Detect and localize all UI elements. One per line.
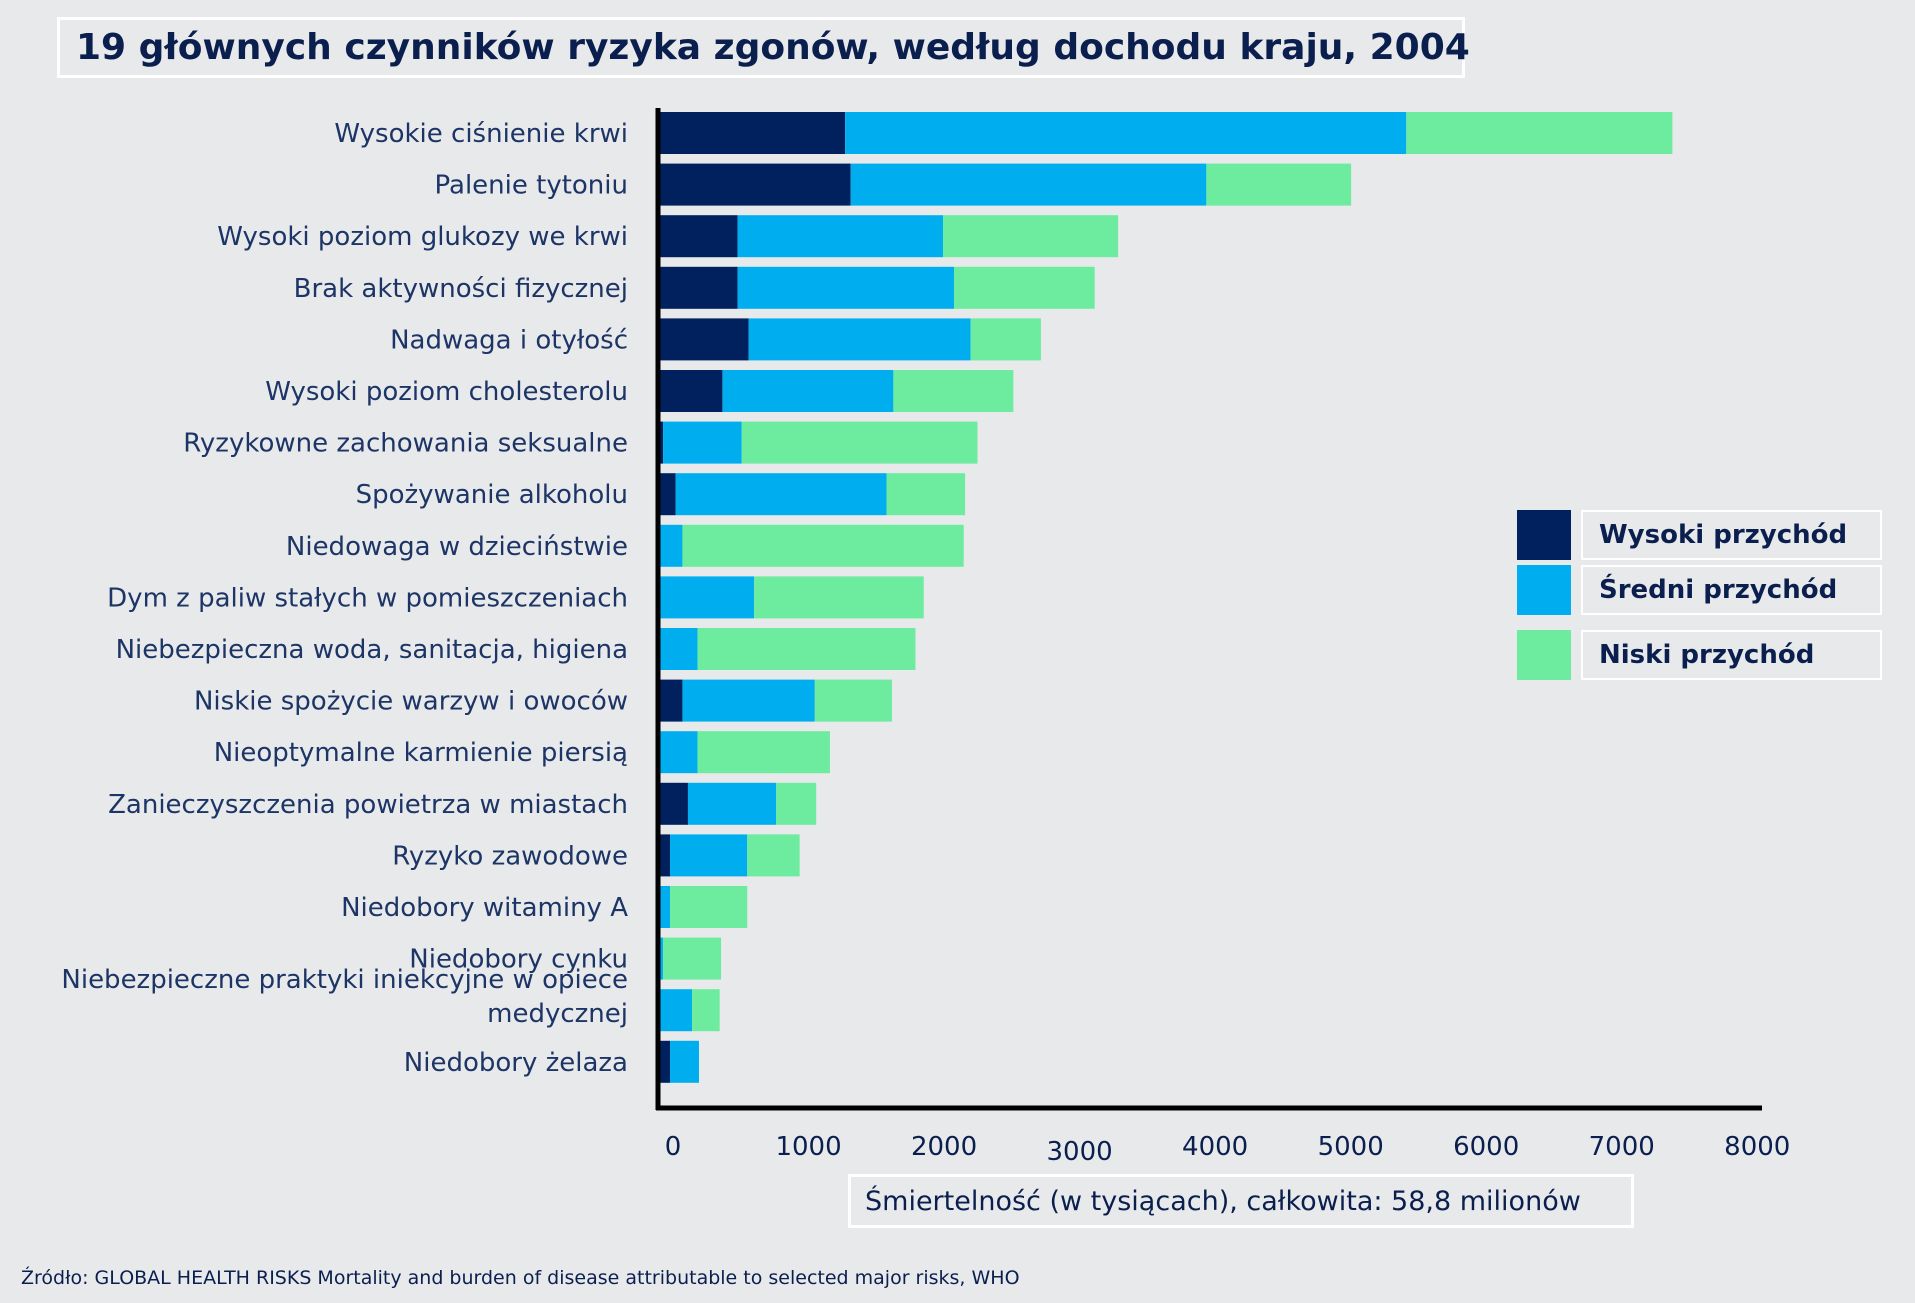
category-label: Wysoki poziom cholesterolu — [265, 377, 628, 407]
x-tick-label: 3000 — [1047, 1137, 1113, 1167]
bar-segment — [659, 266, 738, 309]
bar-segment — [747, 834, 800, 877]
category-label: Ryzyko zawodowe — [392, 841, 628, 871]
x-axis-label-box: Śmiertelność (w tysiącach), całkowita: 5… — [848, 1174, 1634, 1228]
category-label: Dym z paliw stałych w pomieszczeniach — [107, 583, 628, 613]
x-tick-label: 1000 — [775, 1132, 841, 1162]
category-label: Brak aktywności fizycznej — [294, 274, 628, 304]
x-axis-label: Śmiertelność (w tysiącach), całkowita: 5… — [865, 1185, 1581, 1217]
legend-swatch-high — [1517, 510, 1571, 560]
bar-segment — [850, 163, 1207, 206]
category-labels: Wysokie ciśnienie krwi Palenie tytoniu Wys… — [61, 119, 628, 1078]
bar-segment — [659, 215, 738, 258]
bar-segment — [682, 524, 964, 567]
bar-segment — [660, 937, 664, 980]
bar-segment — [748, 318, 971, 361]
bar-segment — [692, 989, 720, 1032]
bar-segment — [660, 989, 693, 1032]
legend-label-high: Wysoki przychód — [1581, 510, 1882, 560]
category-label: Wysokie ciśnienie krwi — [334, 119, 628, 149]
category-label: Spożywanie alkoholu — [356, 480, 628, 510]
bar-segment — [970, 318, 1041, 361]
bar-segment — [660, 524, 683, 567]
category-label: Nieoptymalne karmienie piersią — [214, 738, 628, 768]
bar-segment — [659, 112, 846, 154]
x-tick-label: 5000 — [1318, 1132, 1384, 1162]
bar-segment — [893, 370, 1014, 412]
bar-segment — [943, 215, 1119, 258]
x-tick-label: 7000 — [1589, 1132, 1655, 1162]
bar-segment — [659, 421, 664, 464]
bar-segment — [659, 1040, 671, 1083]
bar-segment — [1406, 112, 1673, 154]
bar-segment — [814, 679, 893, 722]
category-label: Palenie tytoniu — [435, 171, 629, 201]
legend-item-high: Wysoki przychód — [1517, 510, 1882, 560]
bar-segment — [660, 628, 698, 670]
chart-title: 19 głównych czynników ryzyka zgonów, wed… — [76, 27, 1470, 68]
bar-segment — [886, 473, 966, 516]
bar-segment — [663, 937, 722, 980]
bar-segment — [659, 163, 851, 206]
category-label: Ryzykowne zachowania seksualne — [183, 429, 628, 459]
category-label: Niedobory żelaza — [404, 1048, 628, 1078]
category-label: Zanieczyszczenia powietrza w miastach — [108, 790, 628, 820]
category-label: Niebezpieczna woda, sanitacja, higiena — [116, 635, 628, 665]
bar-segment — [670, 834, 748, 877]
bar-segment — [659, 834, 671, 877]
legend-item-middle: Średni przychód — [1517, 565, 1882, 615]
x-tick-label: 0 — [665, 1132, 682, 1162]
bars-group — [659, 112, 1673, 1083]
bar-segment — [663, 421, 742, 464]
category-label: Wysoki poziom glukozy we krwi — [217, 222, 628, 252]
bar-segment — [722, 370, 894, 412]
category-label: Niskie spożycie warzyw i owoców — [194, 687, 628, 717]
bar-segment — [659, 370, 723, 412]
legend-label-low: Niski przychód — [1581, 630, 1882, 680]
bar-segment — [697, 628, 916, 670]
legend-item-low: Niski przychód — [1517, 630, 1882, 680]
bar-segment — [1206, 163, 1352, 206]
bar-segment — [675, 473, 887, 516]
bar-segment — [682, 679, 815, 722]
x-tick-label: 6000 — [1453, 1132, 1519, 1162]
legend-swatch-middle — [1517, 565, 1571, 615]
legend-swatch-low — [1517, 630, 1571, 680]
bar-segment — [741, 421, 978, 464]
bar-segment — [670, 886, 748, 928]
bar-segment — [660, 731, 698, 774]
bar-segment — [776, 782, 817, 825]
bar-segment — [954, 266, 1095, 309]
bar-segment — [659, 318, 749, 361]
bar-segment — [754, 576, 924, 619]
bar-segment — [687, 782, 777, 825]
bar-segment — [659, 679, 683, 722]
chart-title-box: 19 głównych czynników ryzyka zgonów, wed… — [57, 17, 1470, 78]
category-label: Nadwaga i otyłość — [390, 325, 628, 355]
category-label: Niedobory cynku — [409, 945, 628, 975]
x-tick-label: 2000 — [911, 1132, 977, 1162]
legend-label-middle: Średni przychód — [1581, 565, 1882, 615]
x-tick-label: 4000 — [1182, 1132, 1248, 1162]
bar-segment — [697, 731, 830, 774]
bar-segment — [660, 886, 671, 928]
category-label: Niebezpieczne praktyki iniekcyjne w opie… — [61, 965, 628, 1029]
bar-segment — [845, 112, 1407, 154]
source-note: Źródło: GLOBAL HEALTH RISKS Mortality an… — [21, 1267, 1020, 1289]
bar-segment — [670, 1040, 699, 1083]
category-label: Niedowaga w dzieciństwie — [286, 532, 628, 562]
bar-segment — [737, 215, 944, 258]
bar-segment — [660, 576, 755, 619]
x-tick-labels: 0 1000 2000 3000 4000 5000 6000 7000 8000 — [665, 1132, 1791, 1167]
bar-segment — [659, 782, 688, 825]
category-label: Niedobory witaminy A — [341, 893, 628, 923]
x-tick-label: 8000 — [1724, 1132, 1790, 1162]
bar-segment — [659, 473, 676, 516]
bar-segment — [737, 266, 955, 309]
